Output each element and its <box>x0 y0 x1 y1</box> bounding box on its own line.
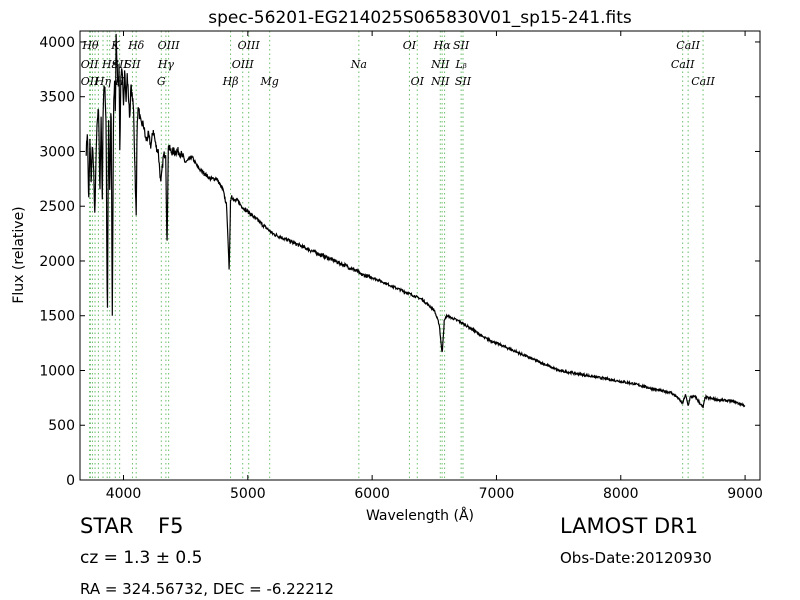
x-axis-ticks: 4000 5000 6000 7000 8000 9000 <box>106 31 763 502</box>
object-subclass: F5 <box>158 514 184 538</box>
spectral-line-label: G <box>157 75 166 88</box>
spectral-line-label: Na <box>350 58 367 71</box>
spectral-line-label: OIII <box>238 39 261 52</box>
x-tick-label: 7000 <box>479 486 515 502</box>
spectral-line-label: OI <box>411 75 425 88</box>
spectral-line-labels: OIIOIIHθHηHεKSIIHSIIHδGHγOIIIHβOIIIOIIIM… <box>81 39 716 88</box>
spectral-line-label: Hε <box>101 58 118 71</box>
spectral-line-label: Lᵦ <box>454 58 466 71</box>
y-axis-label: Flux (relative) <box>11 206 27 303</box>
y-tick-label: 2500 <box>39 199 75 215</box>
y-tick-label: 1000 <box>39 363 75 379</box>
x-axis-label: Wavelength (Å) <box>366 507 474 524</box>
spectral-line-label: NII <box>430 58 450 71</box>
spectrum-line <box>85 33 746 409</box>
x-tick-label: 9000 <box>727 486 763 502</box>
y-tick-label: 500 <box>48 418 75 434</box>
spectral-line-label: Hγ <box>157 58 175 71</box>
spectral-line-markers <box>89 31 704 480</box>
survey-name: LAMOST DR1 <box>560 514 699 538</box>
spectral-line-label: CaII <box>671 58 695 71</box>
spectral-line-label: OI <box>403 39 417 52</box>
redshift-cz: cz = 1.3 ± 0.5 <box>80 548 203 568</box>
spectral-line-label: OII <box>81 75 99 88</box>
spectral-line-label: Hθ <box>81 39 99 52</box>
x-tick-label: 5000 <box>230 486 266 502</box>
spectral-line-label: OII <box>81 58 99 71</box>
spectral-line-label: SII <box>124 58 141 71</box>
spectral-line-label: OIII <box>232 58 255 71</box>
spectral-line-label: NII <box>430 75 450 88</box>
spectral-line-label: Hα <box>433 39 452 52</box>
x-tick-label: 4000 <box>106 486 142 502</box>
y-tick-label: 2000 <box>39 254 75 270</box>
spectral-line-label: Hδ <box>127 39 145 52</box>
spectral-line-label: Hβ <box>222 75 239 88</box>
spectral-line-label: SII <box>455 75 472 88</box>
y-tick-label: 3000 <box>39 144 75 160</box>
y-axis-ticks: 0 500 1000 1500 2000 2500 3000 3500 4000 <box>39 35 760 489</box>
y-tick-label: 1500 <box>39 309 75 325</box>
spectral-line-label: OIII <box>158 39 181 52</box>
plot-frame <box>79 30 761 481</box>
x-tick-label: 6000 <box>354 486 390 502</box>
y-tick-label: 4000 <box>39 35 75 51</box>
spectral-line-label: Hη <box>94 75 112 88</box>
spectral-line-label: CaII <box>676 39 700 52</box>
x-tick-label: 8000 <box>603 486 639 502</box>
spectral-line-label: K <box>110 39 120 52</box>
y-tick-label: 3500 <box>39 90 75 106</box>
spectral-line-label: Mg <box>260 75 279 88</box>
object-class: STAR <box>80 514 134 538</box>
spectral-line-label: SII <box>453 39 470 52</box>
ra-dec-coordinates: RA = 324.56732, DEC = -6.22212 <box>80 580 334 598</box>
y-tick-label: 0 <box>66 473 75 489</box>
chart-title: spec-56201-EG214025S065830V01_sp15-241.f… <box>208 8 632 28</box>
spectral-line-label: CaII <box>691 75 715 88</box>
observation-date: Obs-Date:20120930 <box>560 549 712 567</box>
